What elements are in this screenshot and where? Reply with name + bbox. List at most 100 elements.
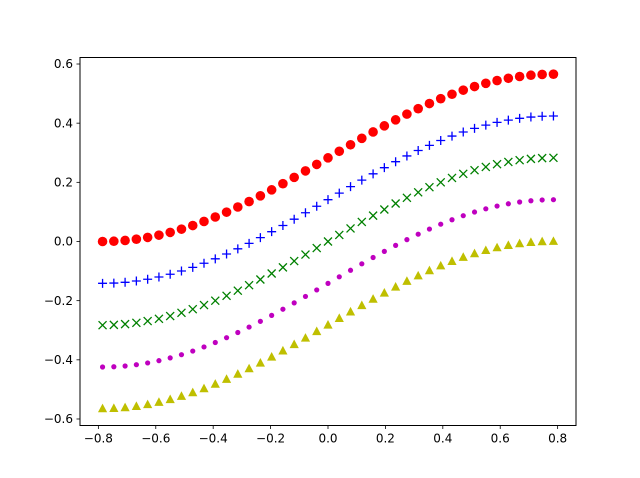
marker-x	[154, 314, 164, 324]
marker-x	[470, 165, 479, 175]
marker-x	[413, 187, 423, 197]
marker-circle	[187, 220, 198, 231]
marker-dot	[156, 358, 162, 364]
marker-triangle	[289, 339, 299, 349]
marker-circle	[255, 191, 266, 201]
marker-plus	[131, 276, 141, 286]
marker-dot	[167, 355, 173, 361]
marker-plus	[289, 214, 299, 224]
marker-dot	[347, 267, 354, 273]
marker-circle	[311, 159, 322, 170]
marker-triangle	[312, 326, 322, 336]
marker-dot	[370, 254, 376, 261]
marker-plus	[458, 127, 468, 137]
marker-triangle	[334, 313, 344, 323]
marker-circle	[120, 235, 130, 246]
marker-triangle	[109, 403, 119, 412]
marker-plus	[470, 123, 480, 133]
marker-triangle	[143, 399, 153, 409]
marker-x	[222, 291, 232, 301]
marker-x	[199, 300, 209, 310]
marker-x	[402, 193, 412, 203]
marker-circle	[402, 109, 412, 119]
marker-circle	[300, 166, 311, 176]
marker-circle	[447, 89, 457, 100]
marker-plus	[424, 140, 434, 150]
marker-plus	[98, 278, 108, 288]
marker-circle	[165, 227, 175, 238]
x-tick-label: −0.4	[199, 432, 228, 446]
marker-x	[357, 217, 367, 227]
marker-plus	[210, 254, 220, 264]
marker-plus	[244, 238, 254, 248]
marker-plus	[199, 258, 209, 268]
marker-x	[323, 237, 333, 246]
marker-circle	[537, 69, 547, 80]
marker-circle	[413, 103, 423, 114]
x-tick-label: 0.4	[433, 432, 452, 446]
marker-plus	[120, 277, 130, 287]
marker-plus	[176, 266, 186, 276]
marker-circle	[131, 234, 142, 244]
x-tick-label: 0.8	[548, 432, 567, 446]
marker-triangle	[176, 391, 187, 400]
marker-plus	[526, 112, 536, 122]
marker-dot	[223, 335, 230, 341]
marker-plus	[312, 201, 322, 211]
marker-triangle	[469, 248, 480, 258]
marker-triangle	[458, 252, 468, 261]
marker-x	[334, 230, 344, 240]
marker-circle	[548, 69, 559, 79]
marker-plus	[323, 195, 333, 205]
marker-dot	[201, 344, 207, 350]
marker-circle	[109, 236, 119, 247]
marker-triangle	[255, 357, 265, 367]
marker-circle	[176, 224, 187, 234]
marker-triangle	[424, 265, 435, 275]
marker-dot	[257, 318, 263, 324]
marker-dot	[212, 339, 218, 346]
marker-plus	[492, 117, 502, 127]
y-axis: −0.6 −0.4 −0.2 0.0 0.2 0.4 0.6	[44, 57, 80, 426]
y-tick-label: −0.2	[44, 294, 73, 308]
y-tick-label: 0.4	[54, 116, 73, 130]
marker-plus	[267, 227, 277, 237]
marker-circle	[244, 196, 254, 207]
marker-plus	[154, 272, 164, 282]
series-red-circles	[97, 69, 559, 247]
marker-plus	[357, 175, 367, 185]
marker-plus	[143, 274, 153, 284]
marker-plus	[537, 111, 547, 121]
marker-plus	[346, 182, 356, 192]
series-green-x	[98, 153, 558, 330]
marker-circle	[334, 146, 345, 157]
marker-dot	[494, 203, 500, 209]
marker-triangle	[210, 379, 220, 388]
marker-circle	[233, 202, 243, 212]
marker-dot	[505, 201, 511, 207]
x-tick-label: −0.2	[256, 432, 285, 446]
marker-circle	[390, 115, 401, 125]
marker-triangle	[548, 236, 559, 245]
marker-triangle	[120, 402, 130, 412]
marker-dot	[415, 231, 421, 237]
series-magenta-dots	[99, 197, 557, 370]
marker-x	[131, 318, 141, 328]
marker-triangle	[154, 397, 164, 406]
marker-plus	[481, 120, 491, 130]
marker-plus	[436, 136, 446, 146]
x-tick-label: −0.8	[84, 432, 113, 446]
marker-dot	[438, 221, 444, 227]
x-tick-label: 0.0	[318, 432, 337, 446]
marker-triangle	[447, 256, 457, 265]
marker-x	[391, 199, 401, 208]
marker-x	[289, 256, 299, 266]
marker-triangle	[300, 333, 311, 342]
marker-triangle	[492, 242, 502, 252]
marker-plus	[334, 188, 344, 198]
plot-area	[97, 69, 559, 413]
marker-plus	[368, 169, 378, 179]
marker-triangle	[436, 260, 446, 270]
